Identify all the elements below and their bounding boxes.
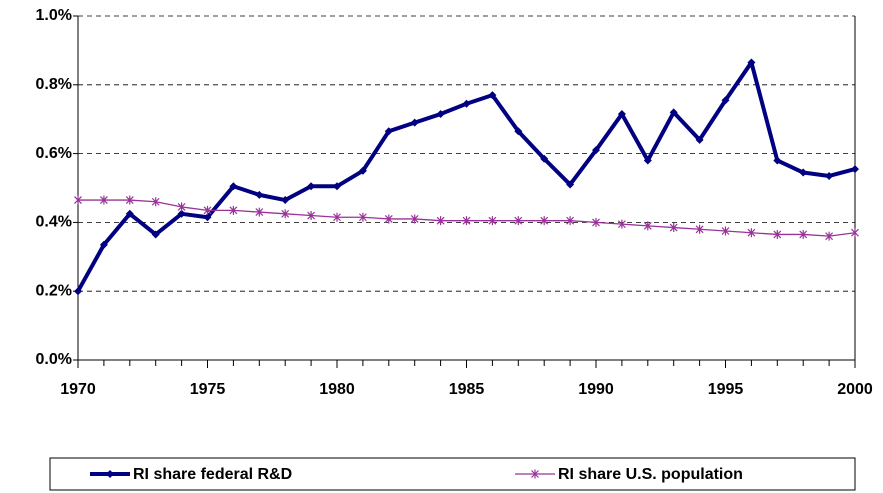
data-point	[721, 226, 730, 236]
data-point	[721, 96, 730, 105]
data-point	[514, 216, 523, 226]
data-point	[358, 212, 367, 222]
data-point	[307, 182, 316, 191]
data-point	[799, 229, 808, 239]
y-tick-label: 0.6%	[36, 145, 72, 162]
data-point	[617, 219, 626, 229]
data-point	[773, 156, 782, 165]
data-point	[255, 207, 264, 217]
data-point	[566, 180, 575, 189]
data-point	[125, 195, 134, 205]
data-point	[825, 231, 834, 241]
data-point	[617, 110, 626, 119]
data-point	[566, 216, 575, 226]
data-point	[358, 166, 367, 175]
data-point	[540, 154, 549, 163]
y-tick-label: 0.4%	[36, 214, 72, 231]
data-point	[488, 216, 497, 226]
legend-box	[49, 457, 856, 491]
data-point	[177, 209, 186, 218]
data-point	[592, 146, 600, 155]
data-point	[74, 195, 82, 205]
data-point	[799, 168, 808, 177]
data-point	[151, 197, 160, 207]
y-tick-label: 1.0%	[36, 7, 72, 24]
legend-marker	[531, 469, 539, 479]
data-point	[851, 165, 859, 174]
x-tick-label: 1990	[578, 381, 614, 398]
data-point	[825, 171, 834, 180]
data-point	[203, 205, 212, 215]
data-point	[125, 209, 134, 218]
data-point	[229, 182, 238, 191]
data-point	[669, 223, 678, 233]
data-point	[307, 211, 316, 221]
data-point	[695, 224, 704, 234]
legend-label: RI share U.S. population	[558, 466, 743, 483]
data-point	[462, 216, 471, 226]
data-point	[410, 214, 419, 224]
legend-label: RI share federal R&D	[133, 466, 292, 483]
data-point	[747, 58, 756, 67]
data-point	[462, 99, 471, 108]
data-point	[333, 212, 341, 222]
data-point	[281, 209, 290, 219]
data-point	[773, 229, 782, 239]
y-tick-label: 0.0%	[36, 351, 72, 368]
data-point	[74, 287, 82, 296]
data-point	[592, 217, 600, 227]
x-tick-label: 1975	[190, 381, 226, 398]
data-point	[410, 118, 419, 127]
data-point	[333, 182, 341, 191]
data-point	[99, 240, 108, 249]
data-point	[255, 190, 264, 199]
data-point	[488, 91, 497, 100]
x-tick-label: 1970	[60, 381, 96, 398]
data-point	[229, 205, 238, 215]
data-point	[99, 195, 108, 205]
data-point	[643, 221, 652, 231]
data-point	[695, 135, 704, 144]
data-point	[203, 213, 212, 222]
data-point	[436, 110, 445, 119]
data-point	[384, 214, 393, 224]
data-point	[514, 127, 523, 136]
data-point	[643, 156, 652, 165]
x-tick-label: 1980	[319, 381, 355, 398]
data-point	[436, 216, 445, 226]
data-point	[281, 196, 290, 205]
x-tick-label: 1985	[449, 381, 485, 398]
y-tick-label: 0.2%	[36, 282, 72, 299]
data-point	[851, 228, 859, 238]
data-point	[384, 127, 393, 136]
x-tick-label: 2000	[837, 381, 873, 398]
y-tick-label: 0.8%	[36, 76, 72, 93]
data-point	[540, 216, 549, 226]
data-point	[747, 228, 756, 238]
data-point	[669, 108, 678, 117]
data-point	[151, 230, 160, 239]
x-tick-label: 1995	[708, 381, 744, 398]
data-point	[177, 202, 186, 212]
legend-marker	[106, 470, 114, 478]
series-line	[76, 60, 856, 293]
